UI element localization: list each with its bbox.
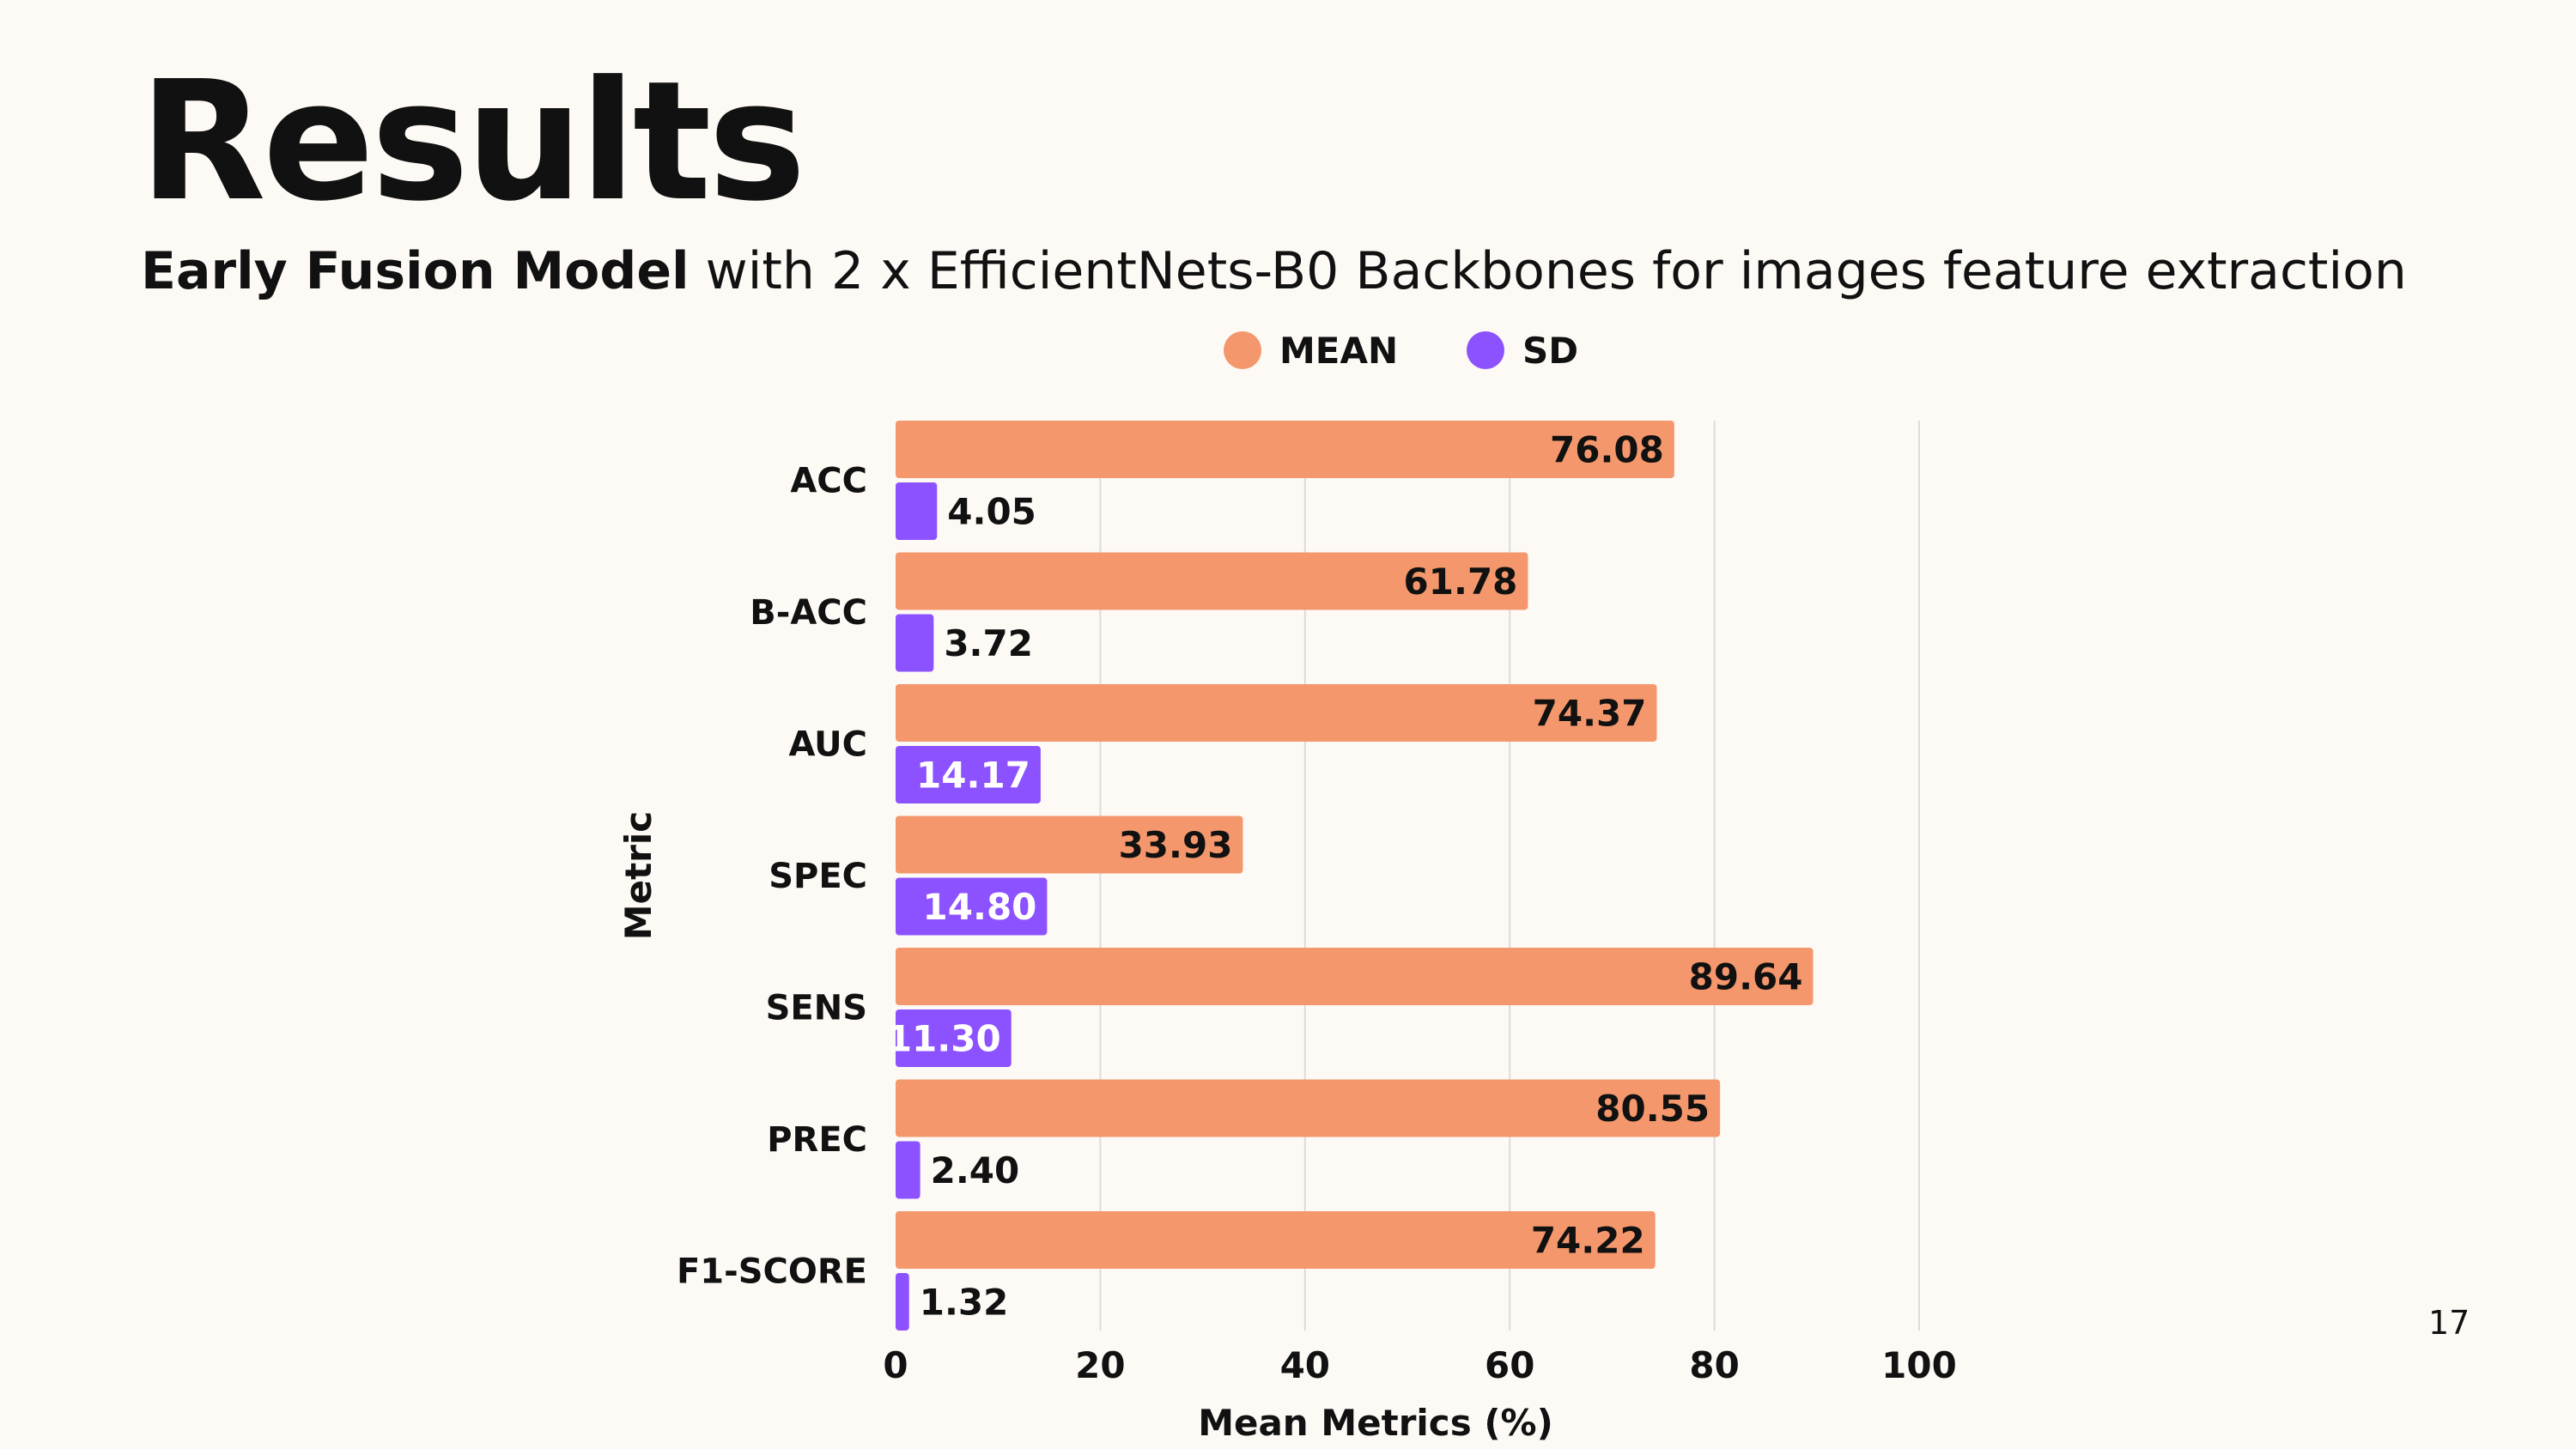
data-label-mean: 80.55 xyxy=(1595,1088,1710,1130)
category-labels: ACC B-ACC AUC SPEC SENS PREC F1-SCORE xyxy=(677,462,867,1292)
bar-mean xyxy=(896,815,1243,874)
bar-mean xyxy=(896,948,1814,1005)
legend-label: MEAN xyxy=(1279,330,1398,372)
slide-subtitle: Early Fusion Model with 2 x EfficientNet… xyxy=(141,246,2407,297)
bar-mean xyxy=(896,1079,1721,1137)
chart-legend: MEAN SD xyxy=(1224,330,1578,372)
category-label: B-ACC xyxy=(750,593,867,633)
data-label-sd: 1.32 xyxy=(920,1282,1009,1324)
data-label-sd: 4.05 xyxy=(947,491,1036,533)
category-label: PREC xyxy=(767,1120,867,1160)
legend-swatch-mean xyxy=(1224,331,1261,369)
page-number: 17 xyxy=(2428,1304,2470,1342)
category-label: AUC xyxy=(788,725,867,765)
data-label-sd: 3.72 xyxy=(944,622,1033,664)
data-label-sd: 2.40 xyxy=(931,1149,1020,1191)
legend-swatch-sd xyxy=(1467,331,1504,369)
bar-mean xyxy=(896,1211,1656,1269)
x-tick-label: 80 xyxy=(1689,1344,1739,1386)
category-label: ACC xyxy=(790,462,867,501)
category-label: SPEC xyxy=(769,857,867,896)
bar-sd xyxy=(896,877,1048,936)
subtitle-rest: with 2 x EfficientNets-B0 Backbones for … xyxy=(689,241,2407,301)
bar-sd xyxy=(896,1141,920,1199)
data-label-sd: 14.17 xyxy=(916,755,1030,797)
bar-sd xyxy=(896,746,1041,803)
bar-mean xyxy=(896,684,1657,742)
category-label: SENS xyxy=(766,989,867,1028)
data-label-mean: 61.78 xyxy=(1404,561,1518,603)
x-tick-label: 0 xyxy=(883,1344,908,1386)
x-tick-label: 20 xyxy=(1075,1344,1125,1386)
subtitle-bold: Early Fusion Model xyxy=(141,241,690,301)
data-label-sd: 11.30 xyxy=(887,1018,1001,1060)
x-axis-label: Mean Metrics (%) xyxy=(1198,1402,1553,1444)
data-label-mean: 33.93 xyxy=(1119,824,1233,866)
x-tick-label: 40 xyxy=(1280,1344,1330,1386)
y-axis-label: Metric xyxy=(617,811,659,940)
data-label-mean: 74.37 xyxy=(1533,693,1647,735)
x-tick-label: 100 xyxy=(1881,1344,1957,1386)
bar-mean xyxy=(896,421,1674,478)
legend-label: SD xyxy=(1522,330,1578,372)
x-axis-ticks: 0 20 40 60 80 100 xyxy=(883,1344,1956,1386)
bar-sd xyxy=(896,1009,1012,1067)
slide-title: Results xyxy=(139,46,806,238)
bar-sd xyxy=(896,614,934,672)
bar-sd xyxy=(896,482,938,540)
data-label-sd: 14.80 xyxy=(923,886,1037,928)
category-label: F1-SCORE xyxy=(677,1252,867,1292)
chart-bars: 76.08 4.05 61.78 3.72 74.37 14.17 33.93 14.80 89… xyxy=(887,421,1814,1331)
x-tick-label: 60 xyxy=(1485,1344,1534,1386)
data-label-mean: 89.64 xyxy=(1689,956,1803,998)
data-label-mean: 74.22 xyxy=(1531,1220,1645,1262)
bar-mean xyxy=(896,552,1528,610)
data-label-mean: 76.08 xyxy=(1550,429,1664,471)
bar-sd xyxy=(896,1273,909,1331)
